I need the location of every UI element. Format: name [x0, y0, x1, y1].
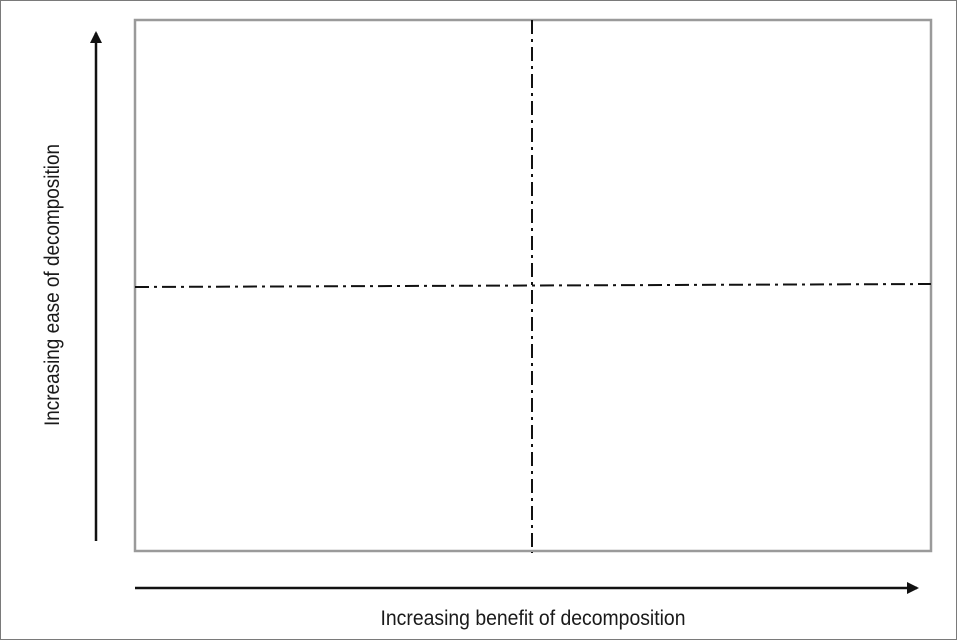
horizontal-divider — [134, 283, 932, 288]
x-axis-label: Increasing benefit of decomposition — [381, 607, 686, 630]
y-axis-label: Increasing ease of decomposition — [41, 144, 64, 426]
